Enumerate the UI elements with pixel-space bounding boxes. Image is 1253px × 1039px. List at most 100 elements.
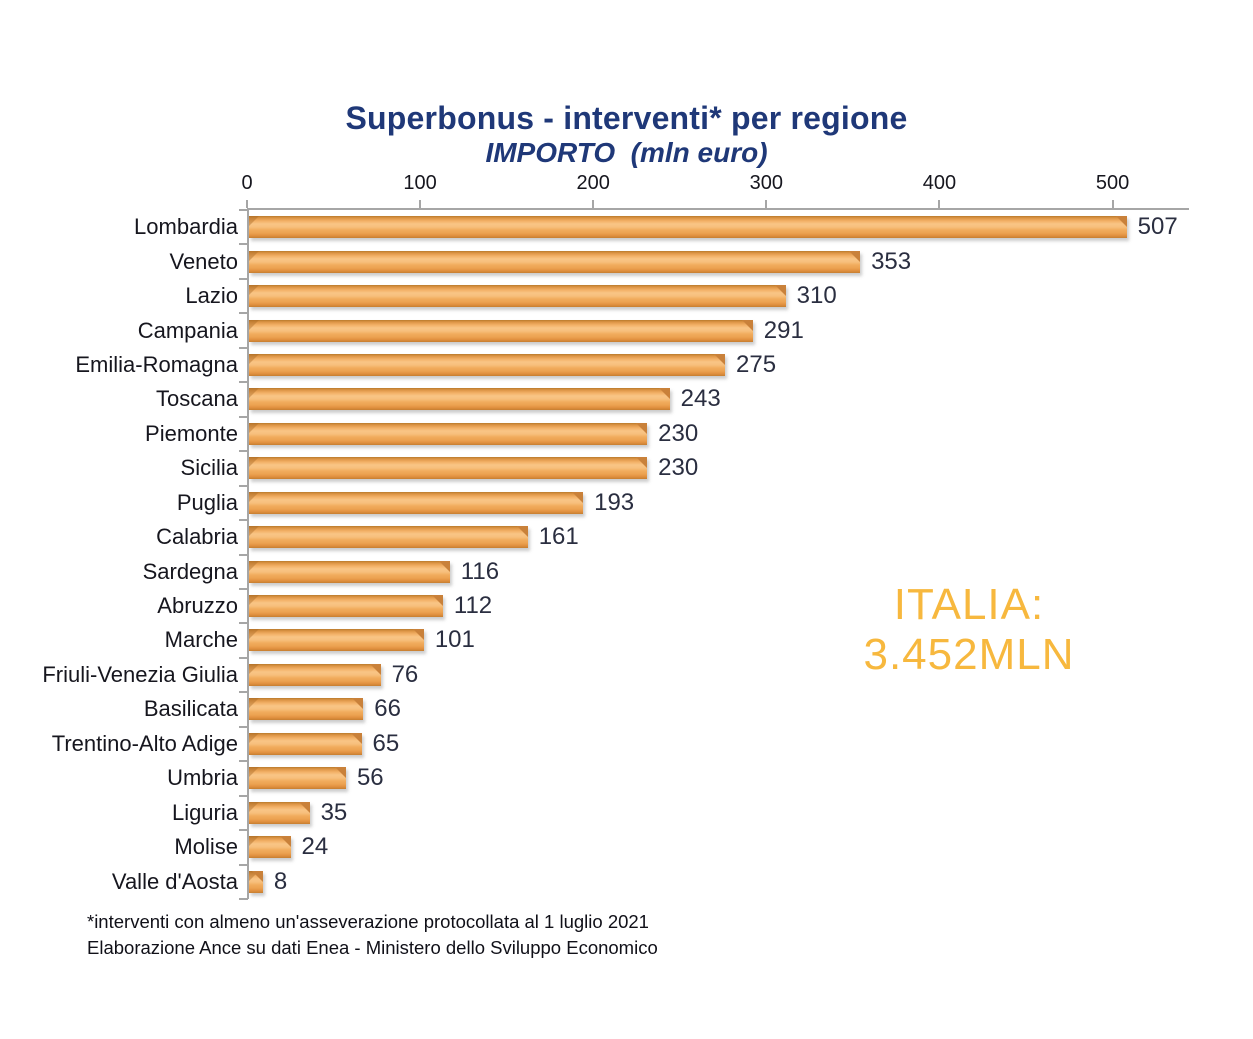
y-tick <box>239 450 248 453</box>
y-tick <box>239 553 248 556</box>
x-tick-label: 100 <box>403 172 437 194</box>
bar-track: 291 <box>247 313 1247 348</box>
bar-row: Molise 24 <box>7 829 1247 865</box>
bar-track: 310 <box>247 278 1247 314</box>
y-tick <box>239 415 248 418</box>
bar-track: 353 <box>247 244 1247 279</box>
x-tick <box>938 200 941 208</box>
bar <box>249 285 786 308</box>
x-tick-label: 300 <box>749 172 784 194</box>
total-annotation: ITALIA: 3.452MLN <box>843 580 1095 680</box>
bar-track: 101 <box>247 623 1247 658</box>
bar-track: 56 <box>247 761 1247 796</box>
total-annotation-line1: ITALIA: <box>893 580 1045 629</box>
value-label: 116 <box>460 557 500 585</box>
bar-row: Toscana 243 <box>7 382 1247 417</box>
bar-track: 193 <box>247 485 1247 520</box>
bar-track: 65 <box>247 726 1247 761</box>
category-label: Valle d'Aosta <box>111 868 238 894</box>
category-label: Friuli-Venezia Giulia <box>42 661 238 687</box>
bar-track: 76 <box>247 657 1247 693</box>
y-tick <box>239 691 248 694</box>
bar-track: 116 <box>247 554 1247 589</box>
value-label: 56 <box>356 764 384 792</box>
category-label: Sicilia <box>180 455 238 481</box>
bar <box>249 595 443 618</box>
y-tick <box>239 863 248 866</box>
bar-row: Campania 291 <box>7 313 1247 348</box>
bar-row: Calabria 161 <box>7 519 1247 555</box>
plot-area: 0 100 200 300 400 500 Lombardia 507 Veneto 353 La… <box>7 172 1247 908</box>
category-label: Sardegna <box>142 558 238 584</box>
bar <box>249 388 670 411</box>
y-tick <box>239 829 248 832</box>
y-tick <box>239 587 248 590</box>
y-tick <box>239 277 248 280</box>
category-label: Calabria <box>156 524 238 550</box>
bar-track: 507 <box>247 210 1247 245</box>
y-tick <box>239 209 248 211</box>
bar <box>249 422 648 445</box>
chart-title: Superbonus - interventi* per regione <box>345 100 908 136</box>
category-label: Puglia <box>176 489 238 515</box>
bar <box>249 836 291 859</box>
bar-track: 230 <box>247 416 1247 452</box>
value-label: 101 <box>434 626 475 654</box>
x-tick-label: 200 <box>576 172 610 194</box>
category-label: Umbria <box>167 765 238 791</box>
bar-row: Emilia-Romagna 275 <box>7 347 1247 383</box>
bar <box>249 767 346 790</box>
value-label: 507 <box>1137 213 1178 241</box>
x-tick-label: 400 <box>922 172 957 194</box>
bar <box>249 353 726 376</box>
category-label: Lombardia <box>134 214 238 240</box>
bar-row: Liguria 35 <box>7 795 1247 830</box>
bar-track: 112 <box>247 588 1247 624</box>
value-label: 35 <box>320 798 348 826</box>
y-tick <box>239 622 248 625</box>
bar-row: Puglia 193 <box>7 485 1247 520</box>
value-label: 193 <box>594 488 635 516</box>
y-tick <box>239 312 248 315</box>
category-label: Veneto <box>169 248 238 274</box>
x-tick <box>592 200 595 208</box>
category-label: Abruzzo <box>157 593 238 619</box>
value-label: 291 <box>763 316 804 344</box>
value-label: 65 <box>372 729 400 757</box>
category-label: Campania <box>137 317 238 343</box>
bar-track: 243 <box>247 382 1247 417</box>
y-tick <box>239 346 248 349</box>
value-label: 353 <box>871 247 912 275</box>
bar <box>249 801 310 824</box>
bar <box>249 663 381 686</box>
bar <box>249 732 362 755</box>
bar-track: 35 <box>247 795 1247 830</box>
category-label: Basilicata <box>143 696 238 722</box>
category-label: Lazio <box>185 283 238 309</box>
bar <box>249 629 424 652</box>
bar <box>249 457 648 480</box>
x-tick <box>765 200 768 208</box>
y-tick <box>239 243 248 246</box>
value-label: 76 <box>391 660 419 688</box>
value-label: 112 <box>453 592 493 620</box>
bar-row: Sardegna 116 <box>7 554 1247 589</box>
category-label: Piemonte <box>145 420 238 446</box>
value-label: 8 <box>273 867 288 895</box>
bar <box>249 319 753 342</box>
y-tick <box>239 898 248 900</box>
chart-subtitle: IMPORTO (mln euro) <box>485 137 768 168</box>
x-axis-line <box>247 208 1189 210</box>
total-annotation-line2: 3.452MLN <box>863 630 1075 679</box>
bar-row: Piemonte 230 <box>7 416 1247 452</box>
bar-row: Umbria 56 <box>7 761 1247 796</box>
y-tick <box>239 725 248 728</box>
y-tick <box>239 381 248 384</box>
y-tick <box>239 484 248 487</box>
y-tick <box>239 794 248 797</box>
footnote: *interventi con almeno un'asseverazione … <box>87 909 658 961</box>
bar-track: 24 <box>247 829 1247 865</box>
value-label: 243 <box>680 385 721 413</box>
x-tick-label: 500 <box>1095 172 1130 194</box>
